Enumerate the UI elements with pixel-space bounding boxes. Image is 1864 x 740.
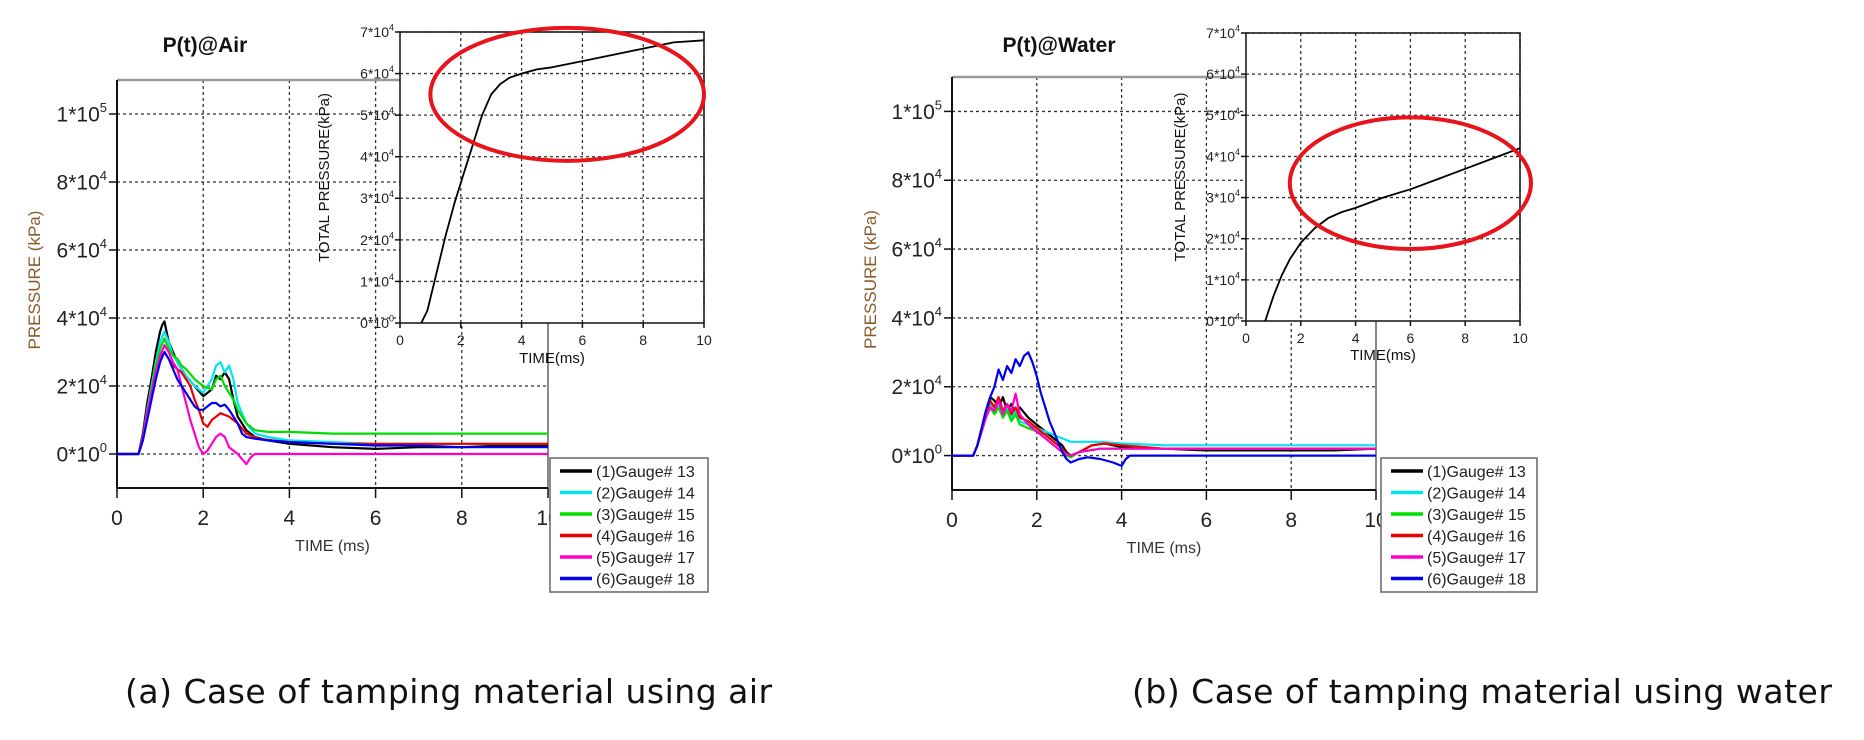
x-tick-label: 0 xyxy=(1242,330,1250,346)
x-tick-label: 8 xyxy=(1461,330,1469,346)
series-line-5 xyxy=(117,344,548,466)
series-line-1 xyxy=(420,39,704,324)
y-tick-label: 3*104 xyxy=(360,189,394,206)
y-tick-label: 1*104 xyxy=(360,272,394,289)
x-axis-label: TIME(ms) xyxy=(519,350,585,367)
y-tick-label: 2*104 xyxy=(360,230,394,247)
series-line-3 xyxy=(117,337,548,456)
y-tick-label: 1*105 xyxy=(892,97,942,123)
y-tick-label: 5*104 xyxy=(1206,106,1240,123)
y-tick-label: 0*100 xyxy=(57,440,107,466)
y-tick-label: 8*104 xyxy=(57,168,107,194)
y-tick-label: 8*104 xyxy=(892,166,942,192)
legend-box xyxy=(1380,457,1538,593)
legend-entry: (2)Gauge# 14 xyxy=(1427,486,1526,503)
y-tick-label: 2*104 xyxy=(57,372,107,398)
y-tick-label: 0*104 xyxy=(1206,312,1240,329)
x-tick-label: 4 xyxy=(1116,509,1128,532)
x-tick-label: 8 xyxy=(1285,509,1297,532)
x-tick-label: 8 xyxy=(639,332,647,348)
legend-entry: (3)Gauge# 15 xyxy=(1427,507,1526,524)
x-tick-label: 6 xyxy=(579,332,587,348)
y-tick-label: 4*104 xyxy=(360,147,394,164)
y-tick-label: 2*104 xyxy=(892,373,942,399)
chart-title: P(t)@Air xyxy=(163,34,248,57)
series-group xyxy=(1264,147,1520,322)
y-tick-label: 6*104 xyxy=(1206,65,1240,82)
caption-a: (a) Case of tamping material using air xyxy=(125,672,773,711)
y-tick-label: 6*104 xyxy=(360,64,394,81)
inset-frame xyxy=(1245,32,1521,322)
x-tick-label: 0 xyxy=(946,509,958,532)
x-tick-label: 6 xyxy=(1201,509,1213,532)
x-tick-label: 10 xyxy=(1512,330,1528,346)
legend-entry: (1)Gauge# 13 xyxy=(1427,464,1526,481)
plot-background xyxy=(1246,33,1520,321)
series-group xyxy=(117,320,548,466)
x-tick-label: 4 xyxy=(518,332,526,348)
y-axis-label: PRESSURE (kPa) xyxy=(25,211,44,350)
series-group xyxy=(420,39,704,324)
series-line-6 xyxy=(952,351,1376,467)
y-tick-label: 4*104 xyxy=(1206,147,1240,164)
y-axis-label: TOTAL PRESSURE(kPa) xyxy=(316,93,333,262)
y-tick-label: 6*104 xyxy=(57,236,107,262)
y-tick-label: 7*104 xyxy=(360,23,394,40)
legend-entry: (3)Gauge# 15 xyxy=(596,507,695,524)
y-tick-label: 0*100 xyxy=(892,441,942,467)
legend-entry: (6)Gauge# 18 xyxy=(596,572,695,589)
x-tick-label: 4 xyxy=(284,507,296,530)
y-tick-label: 0*100 xyxy=(360,314,394,331)
x-tick-label: 10 xyxy=(696,332,712,348)
series-line-1 xyxy=(1264,147,1520,322)
series-group xyxy=(952,351,1376,467)
y-tick-label: 6*104 xyxy=(892,235,942,261)
x-tick-label: 6 xyxy=(1407,330,1415,346)
legend-entry: (6)Gauge# 18 xyxy=(1427,572,1526,589)
series-line-6 xyxy=(117,350,548,456)
legend-entry: (2)Gauge# 14 xyxy=(596,486,695,503)
y-axis-label: PRESSURE (kPa) xyxy=(861,210,880,349)
chart-title: P(t)@Water xyxy=(1002,34,1115,57)
y-tick-label: 4*104 xyxy=(57,304,107,330)
legend-entry: (4)Gauge# 16 xyxy=(1427,529,1526,546)
legend-box xyxy=(549,457,709,593)
legend-entry: (5)Gauge# 17 xyxy=(596,550,695,567)
x-tick-label: 2 xyxy=(197,507,209,530)
y-tick-label: 1*105 xyxy=(57,100,107,126)
highlight-ellipse xyxy=(428,25,707,163)
caption-b: (b) Case of tamping material using water xyxy=(1132,672,1833,711)
y-tick-label: 4*104 xyxy=(892,304,942,330)
x-axis-label: TIME(ms) xyxy=(1350,347,1416,364)
x-tick-label: 6 xyxy=(370,507,382,530)
x-tick-label: 0 xyxy=(396,332,404,348)
y-tick-label: 5*104 xyxy=(360,106,394,123)
highlight-ellipse xyxy=(1287,115,1533,252)
y-tick-label: 7*104 xyxy=(1206,24,1240,41)
y-axis-label: TOTAL PRESSURE(kPa) xyxy=(1172,93,1189,262)
x-tick-label: 4 xyxy=(1352,330,1360,346)
x-tick-label: 2 xyxy=(1297,330,1305,346)
x-tick-label: 2 xyxy=(457,332,465,348)
x-tick-label: 8 xyxy=(456,507,468,530)
series-line-5 xyxy=(952,392,1376,457)
inset-frame xyxy=(399,31,705,324)
legend-entry: (1)Gauge# 13 xyxy=(596,464,695,481)
y-tick-label: 2*104 xyxy=(1206,229,1240,246)
plot-background xyxy=(400,32,704,323)
y-tick-label: 3*104 xyxy=(1206,188,1240,205)
y-tick-label: 1*104 xyxy=(1206,270,1240,287)
legend-entry: (4)Gauge# 16 xyxy=(596,529,695,546)
x-axis-label: TIME (ms) xyxy=(295,538,370,555)
x-tick-label: 2 xyxy=(1031,509,1043,532)
x-axis-label: TIME (ms) xyxy=(1127,540,1202,557)
legend-entry: (5)Gauge# 17 xyxy=(1427,550,1526,567)
chart-air-inset: 0 2 4 6 8 10 0*100 1*104 2*104 3*104 4*104 5*104 6*1… xyxy=(316,23,712,367)
x-tick-label: 0 xyxy=(111,507,123,530)
chart-water-inset: 0 2 4 6 8 10 0*104 1*104 2*104 3*104 4*104 5*104 6*1… xyxy=(1172,24,1533,364)
